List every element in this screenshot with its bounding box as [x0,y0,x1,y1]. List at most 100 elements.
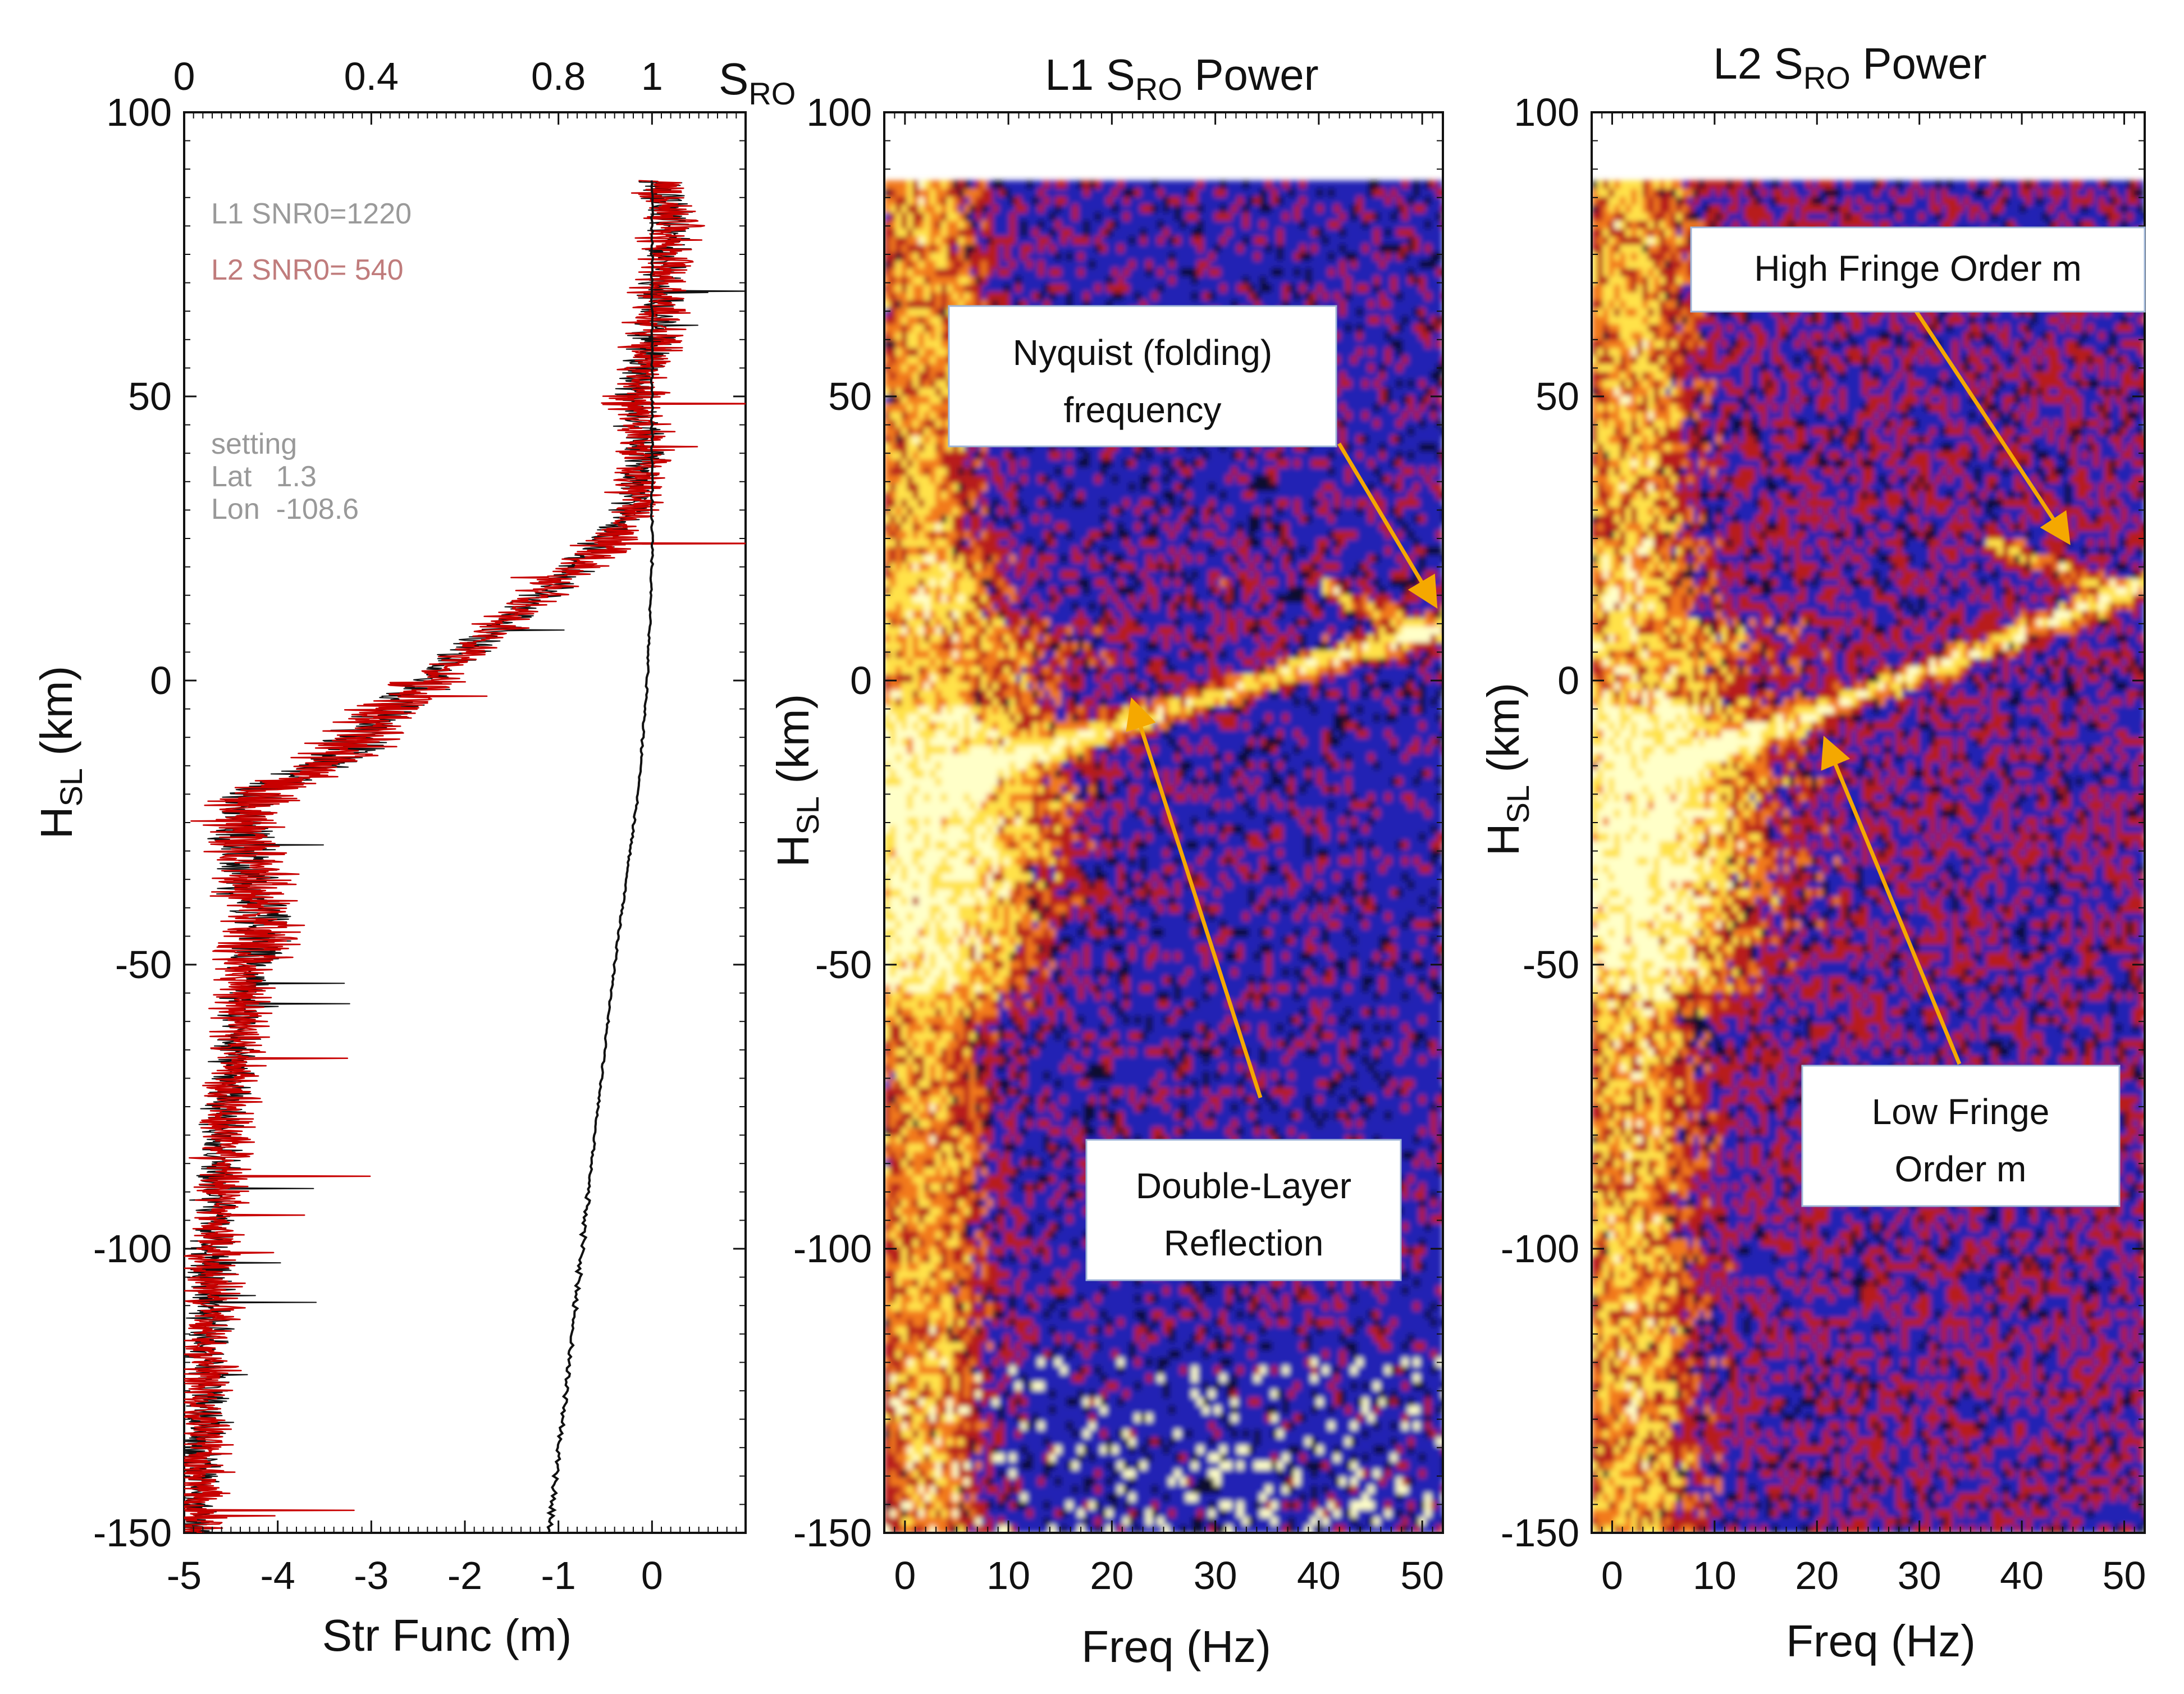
heatmap-cell [1077,1445,1084,1454]
heatmap-cell [1134,745,1141,754]
heatmap-cell [941,1135,948,1144]
heatmap-cell [1146,1373,1153,1382]
heatmap-cell [1219,873,1226,882]
heatmap-cell [924,864,930,874]
heatmap-cell [981,761,988,770]
heatmap-cell [1271,1390,1278,1399]
heatmap-cell [912,880,919,889]
heatmap-cell [1083,721,1090,730]
heatmap-cell [992,1214,999,1223]
heatmap-cell [890,1390,897,1399]
heatmap-cell [1317,904,1323,913]
heatmap-cell [981,1071,988,1080]
heatmap-cell [895,761,902,770]
heatmap-cell [1049,952,1056,961]
heatmap-cell [1123,873,1130,882]
heatmap-cell [1032,769,1039,778]
heatmap-cell [1083,737,1090,746]
heatmap-cell [1009,1087,1016,1096]
heatmap-cell [992,1016,999,1025]
heatmap-cell [1226,753,1232,762]
heatmap-cell [1095,864,1102,874]
heatmap-cell [1294,968,1300,977]
heatmap-cell [970,761,976,770]
heatmap-cell [1317,825,1323,834]
heatmap-cell [935,1262,942,1271]
heatmap-cell [975,1326,982,1335]
heatmap-cell [1265,1294,1272,1303]
heatmap-cell [890,1453,897,1462]
heatmap-cell [1163,785,1169,794]
heatmap-cell [1049,1016,1056,1025]
heatmap-cell [912,1031,919,1040]
heatmap-cell [1066,841,1073,850]
heatmap-cell [1197,880,1204,889]
heatmap-cell [981,880,988,889]
heatmap-cell [884,721,891,730]
heatmap-cell [1072,1310,1079,1319]
heatmap-cell [1219,1342,1226,1351]
heatmap-cell [1009,1127,1016,1136]
heatmap-cell [1436,848,1443,857]
heatmap-cell [1311,1047,1318,1056]
heatmap-cell [970,1381,976,1390]
heatmap-cell [981,809,988,818]
heatmap-cell [1021,999,1027,1008]
heatmap-cell [895,1342,902,1351]
heatmap-cell [1362,1405,1369,1414]
heatmap-cell [963,928,970,937]
heatmap-cell [992,992,999,1001]
heatmap-cell [963,968,970,977]
heatmap-cell [1345,904,1351,913]
heatmap-cell [918,1373,925,1382]
heatmap-cell [895,785,902,794]
heatmap-cell [930,1167,936,1176]
heatmap-cell [1430,1039,1437,1048]
heatmap-cell [975,1310,982,1319]
heatmap-cell [1203,880,1209,889]
heatmap-cell [1390,1007,1397,1017]
heatmap-cell [912,1087,919,1096]
heatmap-cell [1032,785,1039,794]
heatmap-cell [1049,1103,1056,1112]
heatmap-cell [970,1207,976,1216]
heatmap-cell [963,1135,970,1144]
heatmap-cell [1015,928,1022,937]
heatmap-cell [958,1135,965,1144]
heatmap-cell [1009,816,1016,826]
heatmap-cell [1123,992,1130,1001]
heatmap-cell [907,1501,913,1510]
heatmap-cell [907,729,913,738]
heatmap-cell [901,1047,908,1056]
heatmap-cell [941,713,948,722]
y-tick-label: -50 [115,943,172,987]
heatmap-cell [986,904,993,913]
heatmap-cell [1003,833,1010,842]
heatmap-cell [1413,1517,1420,1526]
heatmap-cell [884,1150,891,1160]
heatmap-cell [941,968,948,977]
heatmap-cell [1003,729,1010,738]
heatmap-cell [958,1007,965,1017]
heatmap-cell [1299,1326,1306,1335]
heatmap-cell [884,912,891,921]
heatmap-cell [1402,1222,1409,1231]
heatmap-cell [1072,1373,1079,1382]
heatmap-cell [986,1087,993,1096]
heatmap-cell [1021,880,1027,889]
heatmap-cell [1385,1509,1391,1518]
heatmap-cell [1146,1294,1153,1303]
heatmap-cell [1146,729,1153,738]
heatmap-cell [1163,952,1169,961]
heatmap-cell [1402,753,1409,762]
heatmap-cell [941,785,948,794]
heatmap-cell [1191,1286,1198,1295]
heatmap-cell [1043,864,1050,874]
heatmap-cell [992,856,999,865]
heatmap-cell [1117,713,1124,722]
heatmap-cell [935,928,942,937]
heatmap-cell [890,1358,897,1367]
heatmap-cell [895,999,902,1008]
heatmap-cell [884,1469,891,1478]
heatmap-cell [941,888,948,897]
